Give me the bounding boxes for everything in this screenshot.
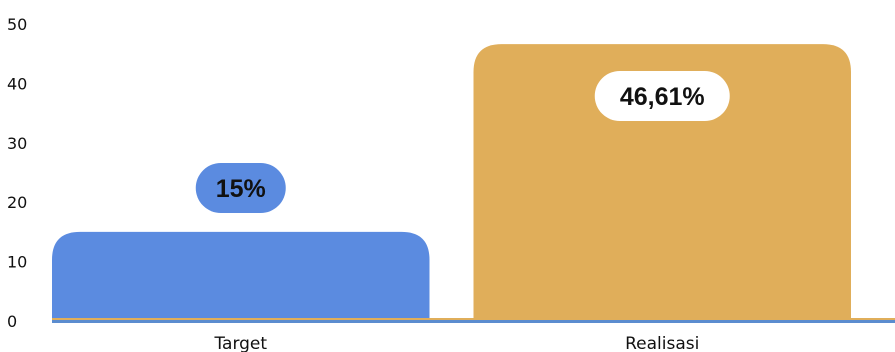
- y-tick-label: 40: [7, 74, 27, 93]
- data-label: 46,61%: [620, 83, 705, 111]
- bar-realisasi: [473, 44, 851, 322]
- baseline: [52, 318, 895, 323]
- x-axis: Target Realisasi: [213, 334, 699, 352]
- baseline-line-top: [52, 318, 895, 320]
- data-label: 15%: [216, 175, 266, 203]
- bar-target: [52, 231, 430, 321]
- y-tick-label: 10: [7, 253, 27, 272]
- bars: [52, 44, 851, 322]
- y-tick-label: 50: [7, 15, 27, 34]
- data-labels: 15% 46,61%: [195, 71, 730, 213]
- y-axis: 0 10 20 30 40 50: [7, 15, 27, 331]
- y-tick-label: 30: [7, 134, 27, 153]
- data-label-background: [195, 163, 286, 213]
- y-tick-label: 0: [7, 312, 17, 331]
- baseline-line-bottom: [52, 320, 895, 323]
- data-label-background: [594, 71, 730, 121]
- y-tick-label: 20: [7, 193, 27, 212]
- x-tick-label: Realisasi: [625, 334, 699, 352]
- x-tick-label: Target: [213, 334, 267, 352]
